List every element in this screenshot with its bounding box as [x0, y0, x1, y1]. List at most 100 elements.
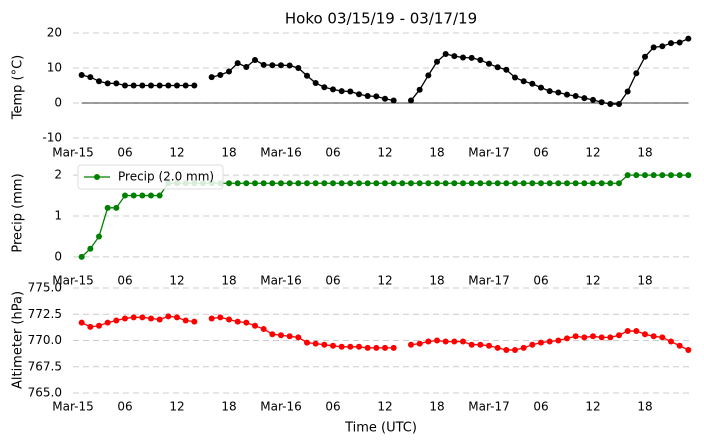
data-point: [104, 319, 111, 326]
data-point: [685, 172, 692, 179]
x-tick-label: 12: [169, 146, 184, 160]
data-point: [624, 88, 631, 95]
x-tick-label: 12: [585, 400, 600, 414]
data-point: [555, 337, 562, 344]
data-point: [451, 53, 458, 60]
x-tick-label: 12: [169, 274, 184, 288]
data-point: [460, 180, 466, 187]
data-point: [104, 80, 111, 87]
data-point: [520, 180, 527, 187]
chart-title: Hoko 03/15/19 - 03/17/19: [285, 10, 477, 28]
data-point: [130, 314, 137, 321]
data-point: [607, 101, 614, 108]
data-point: [581, 180, 588, 187]
data-point: [676, 342, 683, 349]
data-point: [304, 180, 310, 187]
legend-box: [77, 164, 224, 190]
data-point: [486, 60, 492, 67]
data-point: [96, 322, 102, 329]
data-point: [217, 72, 224, 78]
data-point: [598, 180, 605, 187]
data-point: [520, 344, 527, 351]
data-point: [468, 54, 475, 61]
data-point: [226, 316, 232, 323]
data-point: [373, 93, 380, 100]
data-point: [434, 180, 440, 187]
data-point: [650, 44, 657, 51]
data-point: [148, 315, 154, 322]
data-point: [208, 74, 215, 81]
data-point: [546, 338, 553, 345]
x-tick-label: Mar-16: [260, 274, 301, 288]
data-point: [295, 180, 302, 187]
data-point: [156, 82, 163, 89]
data-point: [685, 35, 692, 42]
y-axis-label: Temp (°C): [11, 55, 26, 121]
x-tick-label: 06: [533, 146, 548, 160]
y-tick-label: 10: [47, 61, 62, 75]
data-point: [78, 72, 85, 78]
data-point: [78, 253, 85, 260]
x-tick-label: Mar-16: [260, 400, 301, 414]
data-point: [486, 342, 492, 349]
data-point: [676, 39, 683, 46]
data-point: [607, 180, 614, 187]
x-tick-label: 18: [221, 146, 236, 160]
data-point: [174, 314, 180, 321]
data-point: [572, 180, 579, 187]
data-point: [191, 82, 198, 89]
x-tick-label: 18: [637, 146, 652, 160]
series-line: [81, 38, 689, 105]
data-point: [286, 62, 293, 69]
data-point: [321, 180, 328, 187]
data-point: [512, 346, 518, 353]
data-point: [304, 72, 310, 79]
data-point: [616, 101, 622, 108]
data-point: [399, 180, 406, 187]
data-point: [364, 180, 371, 187]
x-tick-label: 06: [117, 400, 132, 414]
x-tick-label: 18: [429, 274, 444, 288]
data-point: [182, 82, 189, 89]
data-point: [286, 180, 293, 187]
data-point: [208, 315, 215, 322]
data-point: [269, 180, 276, 187]
data-point: [460, 54, 466, 61]
data-point: [87, 245, 94, 252]
data-point: [408, 341, 414, 348]
y-axis-label: Precip (mm): [11, 173, 26, 252]
data-point: [113, 204, 120, 211]
data-point: [338, 343, 345, 350]
data-point: [347, 343, 354, 350]
data-point: [286, 333, 293, 340]
data-point: [642, 53, 648, 60]
data-point: [356, 91, 362, 98]
data-point: [312, 340, 319, 347]
data-point: [668, 40, 674, 47]
data-point: [598, 99, 605, 106]
data-point: [512, 180, 518, 187]
data-point: [590, 96, 596, 103]
x-tick-label: 06: [117, 146, 132, 160]
data-point: [503, 346, 510, 353]
data-point: [494, 180, 501, 187]
data-point: [590, 333, 596, 340]
data-point: [607, 334, 614, 341]
data-point: [564, 180, 570, 187]
data-point: [382, 180, 388, 187]
x-tick-label: Mar-15: [52, 146, 93, 160]
data-point: [321, 84, 328, 91]
data-point: [572, 333, 579, 340]
data-point: [676, 172, 683, 179]
y-tick-label: 0: [54, 249, 62, 263]
data-point: [226, 68, 232, 75]
data-point: [468, 180, 475, 187]
data-point: [104, 204, 111, 211]
data-point: [330, 342, 336, 349]
x-tick-label: Mar-16: [260, 146, 301, 160]
data-point: [416, 180, 423, 187]
data-point: [156, 192, 163, 199]
data-point: [624, 172, 631, 179]
data-point: [217, 314, 224, 321]
data-point: [243, 319, 250, 326]
